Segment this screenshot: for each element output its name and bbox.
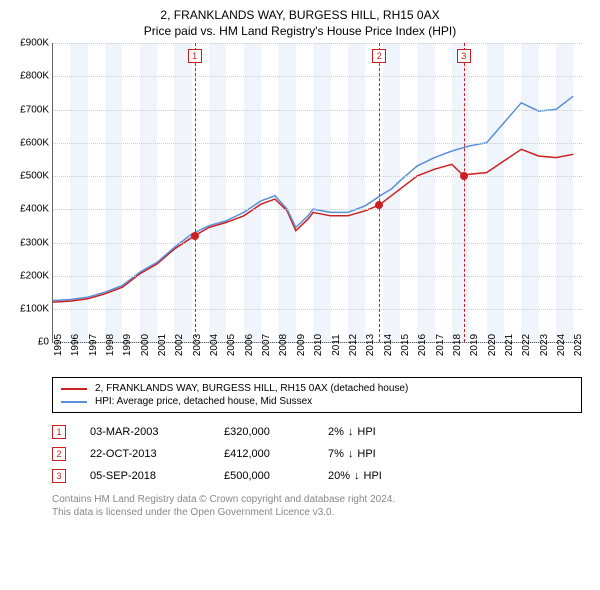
x-axis-label: 1999: [122, 334, 133, 356]
legend-swatch-hpi: [61, 401, 87, 403]
transaction-date: 03-MAR-2003: [90, 426, 200, 438]
transaction-date: 22-OCT-2013: [90, 448, 200, 460]
y-axis-label: £200K: [20, 270, 49, 281]
marker-dot-1: [191, 232, 199, 240]
legend-label-hpi: HPI: Average price, detached house, Mid …: [95, 396, 312, 407]
x-axis-label: 2001: [157, 334, 168, 356]
x-axis-label: 2020: [487, 334, 498, 356]
legend-item-hpi: HPI: Average price, detached house, Mid …: [61, 395, 573, 408]
x-axis-label: 2005: [226, 334, 237, 356]
x-axis-label: 2022: [521, 334, 532, 356]
x-axis-label: 2009: [296, 334, 307, 356]
x-axis-label: 2025: [573, 334, 584, 356]
y-axis-label: £100K: [20, 303, 49, 314]
legend-swatch-property: [61, 388, 87, 390]
x-axis-label: 1997: [88, 334, 99, 356]
transactions-table: 1 03-MAR-2003 £320,000 2% ↓ HPI 2 22-OCT…: [52, 421, 582, 487]
marker-box-1: 1: [188, 49, 202, 63]
legend-item-property: 2, FRANKLANDS WAY, BURGESS HILL, RH15 0A…: [61, 382, 573, 395]
y-axis-label: £700K: [20, 104, 49, 115]
marker-box-3: 3: [457, 49, 471, 63]
transaction-delta: 7% ↓ HPI: [328, 448, 376, 460]
x-axis-label: 2004: [209, 334, 220, 356]
gridline-h: [53, 176, 582, 177]
transaction-price: £500,000: [224, 470, 304, 482]
transaction-marker-3: 3: [52, 469, 66, 483]
footer-line2: This data is licensed under the Open Gov…: [52, 506, 582, 519]
line-series-svg: [53, 43, 582, 342]
x-axis-label: 2002: [174, 334, 185, 356]
chart-container: 2, FRANKLANDS WAY, BURGESS HILL, RH15 0A…: [0, 0, 600, 590]
y-axis-label: £600K: [20, 137, 49, 148]
x-axis-label: 2000: [140, 334, 151, 356]
transaction-date: 05-SEP-2018: [90, 470, 200, 482]
transaction-price: £320,000: [224, 426, 304, 438]
marker-box-2: 2: [372, 49, 386, 63]
y-axis-label: £0: [38, 337, 49, 348]
marker-line-3: [464, 43, 465, 342]
gridline-h: [53, 143, 582, 144]
y-axis-label: £900K: [20, 38, 49, 49]
x-axis-label: 2018: [452, 334, 463, 356]
transaction-delta: 20% ↓ HPI: [328, 470, 382, 482]
chart-area: £0£100K£200K£300K£400K£500K£600K£700K£80…: [52, 43, 582, 371]
x-axis-label: 2012: [348, 334, 359, 356]
gridline-h: [53, 110, 582, 111]
x-axis-label: 2007: [261, 334, 272, 356]
table-row: 1 03-MAR-2003 £320,000 2% ↓ HPI: [52, 421, 582, 443]
marker-line-1: [195, 43, 196, 342]
x-axis-label: 1998: [105, 334, 116, 356]
marker-dot-2: [375, 201, 383, 209]
x-axis-label: 2021: [504, 334, 515, 356]
x-axis-label: 2016: [417, 334, 428, 356]
x-axis-label: 2017: [435, 334, 446, 356]
x-axis-label: 2011: [331, 334, 342, 356]
table-row: 2 22-OCT-2013 £412,000 7% ↓ HPI: [52, 443, 582, 465]
transaction-delta: 2% ↓ HPI: [328, 426, 376, 438]
y-axis-label: £800K: [20, 71, 49, 82]
gridline-h: [53, 309, 582, 310]
series-line-hpi: [53, 96, 573, 300]
x-axis-label: 2015: [400, 334, 411, 356]
x-axis-label: 2019: [469, 334, 480, 356]
gridline-h: [53, 243, 582, 244]
gridline-h: [53, 276, 582, 277]
x-axis-label: 2008: [278, 334, 289, 356]
x-axis-label: 2013: [365, 334, 376, 356]
x-axis-label: 1995: [53, 334, 64, 356]
x-axis-label: 2023: [539, 334, 550, 356]
down-arrow-icon: ↓: [348, 448, 354, 460]
y-axis-label: £500K: [20, 171, 49, 182]
x-axis-label: 1996: [70, 334, 81, 356]
x-axis-label: 2024: [556, 334, 567, 356]
down-arrow-icon: ↓: [348, 426, 354, 438]
gridline-h: [53, 76, 582, 77]
gridline-h: [53, 209, 582, 210]
transaction-price: £412,000: [224, 448, 304, 460]
chart-title: 2, FRANKLANDS WAY, BURGESS HILL, RH15 0A…: [10, 8, 590, 39]
x-axis-label: 2014: [383, 334, 394, 356]
footer-line1: Contains HM Land Registry data © Crown c…: [52, 493, 582, 506]
y-axis-label: £400K: [20, 204, 49, 215]
x-axis-label: 2003: [192, 334, 203, 356]
gridline-h: [53, 43, 582, 44]
legend-label-property: 2, FRANKLANDS WAY, BURGESS HILL, RH15 0A…: [95, 383, 408, 394]
transaction-marker-2: 2: [52, 447, 66, 461]
title-address: 2, FRANKLANDS WAY, BURGESS HILL, RH15 0A…: [10, 8, 590, 24]
plot-area: £0£100K£200K£300K£400K£500K£600K£700K£80…: [52, 43, 582, 343]
marker-line-2: [379, 43, 380, 342]
y-axis-label: £300K: [20, 237, 49, 248]
down-arrow-icon: ↓: [354, 470, 360, 482]
marker-dot-3: [460, 172, 468, 180]
title-subtitle: Price paid vs. HM Land Registry's House …: [10, 24, 590, 40]
table-row: 3 05-SEP-2018 £500,000 20% ↓ HPI: [52, 465, 582, 487]
transaction-marker-1: 1: [52, 425, 66, 439]
footer-attribution: Contains HM Land Registry data © Crown c…: [52, 493, 582, 519]
x-axis-label: 2010: [313, 334, 324, 356]
x-axis-label: 2006: [244, 334, 255, 356]
legend: 2, FRANKLANDS WAY, BURGESS HILL, RH15 0A…: [52, 377, 582, 413]
